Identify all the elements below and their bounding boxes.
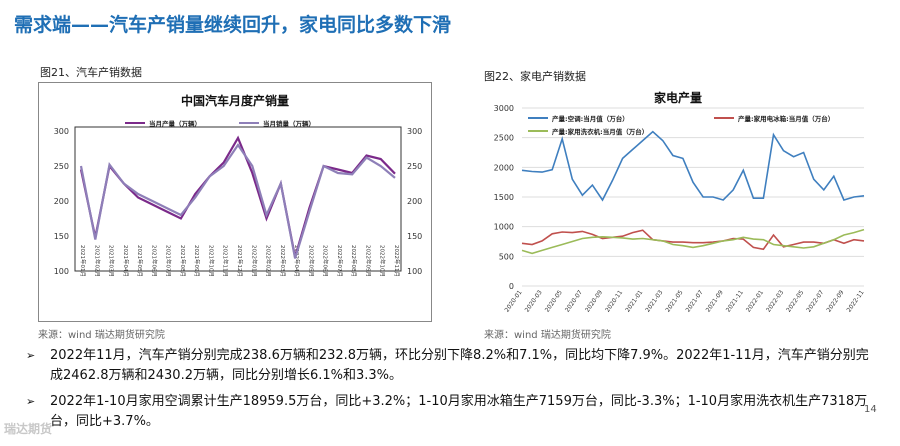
y-tick-label: 200 [54, 197, 69, 206]
left-source: 来源：wind 瑞达期货研究院 [38, 330, 165, 341]
x-tick-label: 2020-03 [524, 289, 544, 314]
y-tick-label: 1000 [494, 223, 514, 232]
x-tick-label: 2022年04月 [293, 245, 301, 277]
y2-tick-label: 300 [407, 127, 422, 136]
legend-label: 产量:家用电冰箱:当月值（万台） [738, 114, 834, 123]
x-tick-label: 2021年02月 [93, 245, 101, 277]
left-chart-label: 图21、汽车产销数据 [40, 66, 142, 79]
x-tick-label: 2022-11 [846, 289, 866, 314]
y-tick-label: 500 [499, 252, 514, 261]
bullet-list: ➢ 2022年11月，汽车产销分别完成238.6万辆和232.8万辆，环比分别下降… [22, 346, 872, 438]
x-tick-label: 2021年06月 [150, 245, 158, 277]
x-tick-label: 2022年01月 [250, 245, 258, 277]
plot-area [74, 126, 402, 272]
series-line-1 [521, 130, 865, 202]
appliance-chart-frame: 家电产量 0 500 1000 1500 2000 2500 3000 2020-01 2020-… [478, 86, 882, 322]
x-tick-label: 2022-09 [825, 289, 845, 314]
x-tick-label: 2021年04月 [122, 245, 130, 277]
x-tick-label: 2022年03月 [279, 245, 287, 277]
x-tick-label: 2021-07 [685, 289, 705, 314]
y-tick-label: 150 [54, 232, 69, 241]
y-tick-label: 300 [54, 127, 69, 136]
y2-tick-label: 150 [407, 232, 422, 241]
x-tick-label: 2021年12月 [236, 245, 244, 277]
x-tick-label: 2022年05月 [307, 245, 315, 277]
car-chart: 中国汽车月度产销量 100 100 150 150 200 200 250 250 300 300 2… [54, 93, 423, 277]
y-tick-label: 100 [54, 267, 69, 276]
y-tick-label: 250 [54, 162, 69, 171]
x-tick-label: 2022年02月 [265, 245, 273, 277]
series-line-2 [79, 143, 396, 259]
x-tick-label: 2022年08月 [350, 245, 358, 277]
chart-title: 家电产量 [654, 90, 702, 105]
legend-label: 当月产量（万辆） [149, 119, 201, 128]
chart-title: 中国汽车月度产销量 [181, 93, 289, 108]
legend-label: 产量:空调:当月值（万台） [552, 114, 629, 123]
page-number: 14 [864, 404, 877, 415]
x-tick-label: 2020-09 [584, 289, 604, 314]
x-tick-label: 2021年08月 [179, 245, 187, 277]
x-tick-label: 2021-09 [705, 289, 725, 314]
x-tick-label: 2021年01月 [79, 245, 87, 277]
x-tick-label: 2020-05 [544, 289, 564, 314]
y2-tick-label: 200 [407, 197, 422, 206]
right-chart-label: 图22、家电产销数据 [484, 70, 586, 83]
x-tick-label: 2022-01 [745, 289, 765, 314]
x-tick-label: 2021-05 [664, 289, 684, 314]
x-tick-label: 2021年09月 [193, 245, 201, 277]
x-tick-label: 2022-03 [765, 289, 785, 314]
right-source: 来源：wind 瑞达期货研究院 [484, 330, 611, 341]
series-line-2 [521, 229, 865, 251]
x-tick-label: 2021年03月 [108, 245, 116, 277]
y-tick-label: 2500 [494, 134, 514, 143]
x-tick-label: 2022-07 [805, 289, 825, 314]
x-tick-label: 2022-05 [785, 289, 805, 314]
y-tick-label: 2000 [494, 163, 514, 172]
x-tick-label: 2022年06月 [322, 245, 330, 277]
x-tick-label: 2021年07月 [165, 245, 173, 277]
x-tick-label: 2022年09月 [364, 245, 372, 277]
series-line-3 [521, 228, 865, 255]
y-tick-label: 1500 [494, 193, 514, 202]
bullet-marker: ➢ [26, 349, 36, 362]
x-tick-label: 2021-11 [725, 289, 745, 314]
x-tick-label: 2022年07月 [336, 245, 344, 277]
y2-tick-label: 250 [407, 162, 422, 171]
x-tick-label: 2020-01 [504, 289, 524, 314]
series-line-1 [79, 135, 396, 258]
x-tick-label: 2021-01 [624, 289, 644, 314]
y-tick-label: 3000 [494, 104, 514, 113]
bullet-text: 2022年11月，汽车产销分别完成238.6万辆和232.8万辆，环比分别下降8… [50, 348, 869, 383]
x-tick-label: 2021年11月 [222, 245, 230, 277]
bullet-item: ➢ 2022年11月，汽车产销分别完成238.6万辆和232.8万辆，环比分别下降… [22, 346, 872, 386]
bullet-item: ➢ 2022年1-10月家用空调累计生产18959.5万台，同比+3.2%；1-1… [22, 392, 872, 432]
y2-tick-label: 100 [407, 267, 422, 276]
x-tick-label: 2021-03 [644, 289, 664, 314]
x-tick-label: 2021年05月 [136, 245, 144, 277]
car-chart-frame: 中国汽车月度产销量 100 100 150 150 200 200 250 250 300 300 2… [38, 82, 432, 322]
legend-label: 当月销量（万辆） [263, 119, 315, 128]
legend-label: 产量:家用洗衣机:当月值（万台） [552, 127, 648, 136]
bullet-text: 2022年1-10月家用空调累计生产18959.5万台，同比+3.2%；1-10… [50, 394, 868, 429]
x-tick-label: 2022年11月 [393, 245, 401, 277]
y-tick-label: 0 [509, 282, 514, 291]
x-tick-label: 2021年10月 [207, 245, 215, 277]
x-tick-label: 2020-07 [564, 289, 584, 314]
x-tick-label: 2022年10月 [379, 245, 387, 277]
page-title: 需求端——汽车产销量继续回升，家电同比多数下滑 [14, 14, 452, 36]
logo-text: 瑞达期货 [4, 422, 53, 436]
bullet-marker: ➢ [26, 395, 36, 408]
x-tick-label: 2020-11 [604, 289, 624, 314]
